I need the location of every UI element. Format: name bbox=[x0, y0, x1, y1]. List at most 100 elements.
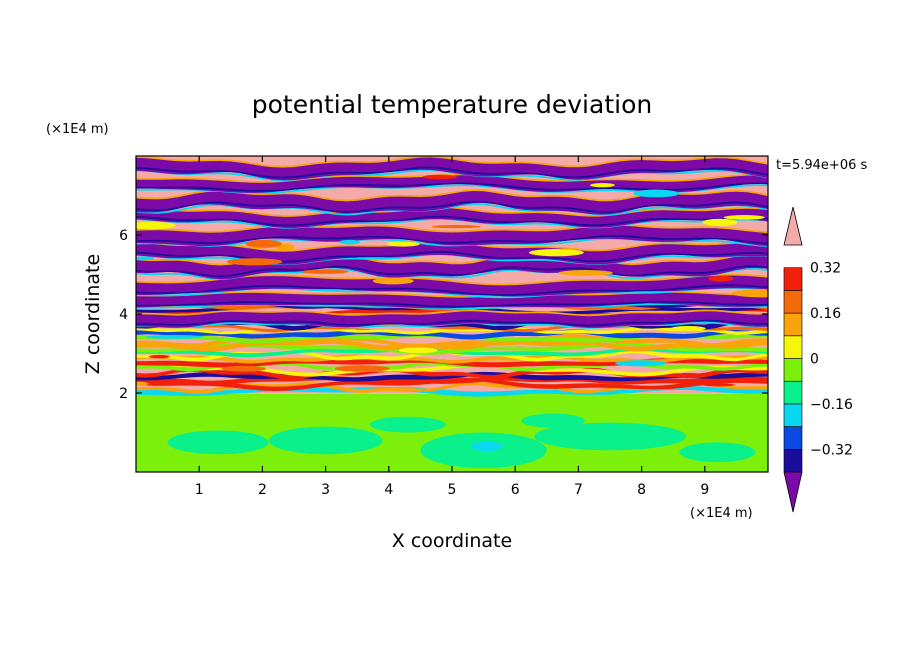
y-tick-label: 6 bbox=[119, 228, 128, 244]
contour-field bbox=[136, 156, 768, 472]
contour-band bbox=[136, 291, 768, 299]
time-label: t=5.94e+06 s bbox=[776, 158, 868, 173]
contour-band bbox=[136, 225, 768, 247]
contour-patch bbox=[558, 270, 613, 276]
x-axis-label: X coordinate bbox=[392, 530, 512, 552]
contour-band bbox=[136, 191, 768, 215]
contour-patch bbox=[136, 381, 149, 386]
x-axis-ticks: 1 2 3 4 5 6 7 8 9 bbox=[195, 156, 709, 498]
colorbar-bin bbox=[783, 290, 803, 314]
y-tick-label: 4 bbox=[119, 307, 128, 323]
contour-band bbox=[136, 241, 768, 265]
contour-band bbox=[136, 215, 768, 227]
contour-band bbox=[136, 286, 768, 299]
contour-patch bbox=[372, 277, 414, 285]
y-tick-label: 2 bbox=[119, 386, 128, 402]
contour-band bbox=[136, 367, 768, 380]
lower-cell bbox=[679, 442, 756, 463]
contour-band bbox=[136, 250, 768, 263]
colorbar: 0.32 0.16 0 −0.16 −0.32 bbox=[783, 206, 853, 513]
contour-patch bbox=[431, 225, 481, 229]
contour-patch bbox=[589, 183, 616, 188]
contour-patch bbox=[633, 189, 680, 198]
lower-cell bbox=[268, 426, 383, 455]
x-tick-label: 8 bbox=[637, 482, 646, 498]
lower-cell bbox=[521, 413, 585, 428]
contour-patch bbox=[334, 365, 390, 372]
contour-band bbox=[136, 267, 768, 280]
contour-patch bbox=[701, 383, 735, 387]
contour-patch bbox=[339, 239, 361, 245]
y-axis-label: Z coordinate bbox=[82, 254, 104, 374]
contour-patch bbox=[723, 215, 765, 220]
contour-band bbox=[136, 265, 768, 278]
contour-band bbox=[136, 182, 768, 192]
contour-patch bbox=[670, 325, 706, 331]
contour-band bbox=[136, 363, 768, 377]
colorbar-bin bbox=[783, 267, 803, 291]
contour-patch bbox=[226, 258, 283, 266]
lower-cell bbox=[167, 430, 269, 455]
x-tick-label: 9 bbox=[700, 482, 709, 498]
contour-band bbox=[136, 166, 768, 179]
contour-band bbox=[136, 332, 768, 344]
contour-band bbox=[136, 208, 768, 228]
contour-patch bbox=[422, 174, 457, 180]
contour-band bbox=[136, 237, 768, 247]
colorbar-tick-label: −0.16 bbox=[810, 397, 853, 413]
lower-cell-core bbox=[470, 441, 503, 452]
colorbar-bin bbox=[783, 335, 803, 359]
contour-patch bbox=[136, 221, 176, 230]
contour-band bbox=[136, 240, 768, 253]
contour-patch bbox=[136, 256, 155, 261]
contour-band bbox=[136, 329, 768, 340]
colorbar-max-triangle bbox=[783, 206, 803, 246]
contour-patch bbox=[708, 275, 734, 282]
colorbar-tick-label: 0 bbox=[810, 352, 819, 368]
contour-patch bbox=[731, 289, 768, 298]
colorbar-bin bbox=[783, 448, 803, 473]
contour-band bbox=[136, 301, 768, 308]
contour-band bbox=[136, 284, 768, 296]
contour-band bbox=[136, 235, 768, 245]
x-unit-label: (×1E4 m) bbox=[690, 506, 753, 521]
contour-patch bbox=[398, 347, 438, 354]
lower-cell bbox=[369, 416, 446, 433]
y-axis-ticks: 2 4 6 bbox=[119, 228, 768, 402]
x-tick-label: 7 bbox=[574, 482, 583, 498]
colorbar-bin bbox=[783, 358, 803, 382]
contour-patch bbox=[528, 249, 584, 257]
contour-band bbox=[136, 377, 768, 391]
x-tick-label: 2 bbox=[258, 482, 267, 498]
x-tick-label: 5 bbox=[448, 482, 457, 498]
contour-patch bbox=[245, 239, 282, 248]
colorbar-tick-label: 0.16 bbox=[810, 306, 841, 322]
x-tick-label: 1 bbox=[195, 482, 204, 498]
contour-patch bbox=[221, 365, 266, 372]
contour-patch bbox=[386, 241, 420, 247]
contour-band bbox=[136, 354, 768, 364]
x-tick-label: 6 bbox=[511, 482, 520, 498]
contour-band bbox=[136, 203, 768, 216]
colorbar-tick-label: 0.32 bbox=[810, 261, 841, 277]
chart-title: potential temperature deviation bbox=[252, 90, 652, 119]
colorbar-bin bbox=[783, 312, 803, 337]
contour-band bbox=[136, 319, 768, 327]
y-unit-label: (×1E4 m) bbox=[46, 122, 109, 137]
contour-patch bbox=[149, 354, 170, 359]
contour-patch bbox=[615, 360, 667, 367]
colorbar-bin bbox=[783, 403, 803, 427]
contour-patch bbox=[702, 218, 738, 226]
contour-band bbox=[136, 381, 768, 394]
colorbar-tick-label: −0.32 bbox=[810, 442, 853, 458]
colorbar-bin bbox=[783, 380, 803, 405]
colorbar-bin bbox=[783, 426, 803, 450]
contour-patch bbox=[145, 335, 205, 339]
contour-patch bbox=[300, 269, 349, 274]
x-tick-label: 3 bbox=[321, 482, 330, 498]
contour-band bbox=[136, 184, 768, 194]
contour-band bbox=[136, 200, 768, 213]
x-tick-label: 4 bbox=[384, 482, 393, 498]
lower-cell bbox=[534, 422, 686, 451]
